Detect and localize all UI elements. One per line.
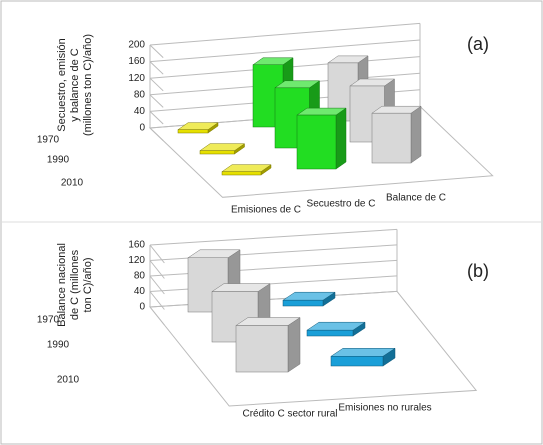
bar-front <box>371 112 412 164</box>
y-tick-label: 120 <box>128 255 145 266</box>
bar <box>235 317 301 373</box>
bar-side <box>335 107 347 170</box>
category-label: Emisiones de C <box>231 205 301 216</box>
y-tick-label: 40 <box>134 286 146 297</box>
bar-front <box>235 325 289 373</box>
y-axis-title-line: ton C)/año) <box>82 257 94 312</box>
bar-side <box>287 317 301 373</box>
bar <box>282 291 336 307</box>
y-axis-title: Secuestro, emisióny balance de C(millone… <box>56 34 94 136</box>
depth-label: 1970 <box>37 135 60 146</box>
grid-line <box>149 61 164 75</box>
depth-label: 1990 <box>47 340 70 351</box>
bar <box>296 107 347 170</box>
y-tick-label: 80 <box>134 89 146 100</box>
bar <box>221 164 272 176</box>
y-axis-title-line: Secuestro, emisión <box>56 38 68 132</box>
y-tick-label: 0 <box>139 123 145 134</box>
panel-label: (b) <box>467 261 489 281</box>
grid-line <box>149 275 165 295</box>
y-tick-label: 120 <box>128 73 145 84</box>
y-tick-label: 160 <box>128 240 145 251</box>
panel-label: (a) <box>467 34 489 54</box>
bar-front <box>199 150 235 155</box>
bar-side <box>410 105 422 164</box>
grid-line <box>149 94 164 108</box>
bar <box>177 122 219 134</box>
category-label: Secuestro de C <box>307 199 376 210</box>
category-label: Balance de C <box>386 193 446 204</box>
y-axis-title-line: (millones ton C)/año) <box>82 34 94 136</box>
depth-label: 1970 <box>37 315 60 326</box>
grid-line <box>149 228 398 246</box>
depth-label: 2010 <box>57 375 80 386</box>
grid-line <box>149 127 164 141</box>
category-label: Crédito C sector rural <box>242 409 337 420</box>
y-axis-title-line: de C (millones <box>69 249 81 320</box>
grid-line <box>149 44 164 58</box>
y-tick-label: 0 <box>139 302 145 313</box>
bar-front <box>177 129 209 134</box>
y-tick-label: 200 <box>128 40 145 51</box>
bar <box>371 105 422 164</box>
grid-line <box>149 22 421 46</box>
grid-line <box>149 291 165 310</box>
y-tick-label: 160 <box>128 56 145 67</box>
bar-front <box>282 299 324 307</box>
y-tick-label: 80 <box>134 271 146 282</box>
grid-line <box>149 111 164 125</box>
y-axis-title: Balance nacionalde C (milloneston C)/año… <box>56 243 94 327</box>
grid-line <box>149 244 165 264</box>
grid-line <box>149 260 165 279</box>
bar <box>306 321 366 337</box>
y-axis-title-line: Balance nacional <box>56 243 68 327</box>
depth-label: 2010 <box>61 178 84 189</box>
bar-front <box>306 329 354 337</box>
category-label: Emisiones no rurales <box>338 403 431 414</box>
y-tick-label: 40 <box>134 106 146 117</box>
bar-front <box>330 356 384 367</box>
bar <box>199 143 246 155</box>
grid-line <box>149 306 165 326</box>
grid-line <box>149 39 421 63</box>
depth-label: 1990 <box>47 155 70 166</box>
bar-front <box>296 114 337 170</box>
grid-line <box>149 77 164 92</box>
bar <box>330 347 396 367</box>
y-axis-title-line: y balance de C <box>69 48 81 121</box>
bar-front <box>221 171 262 176</box>
